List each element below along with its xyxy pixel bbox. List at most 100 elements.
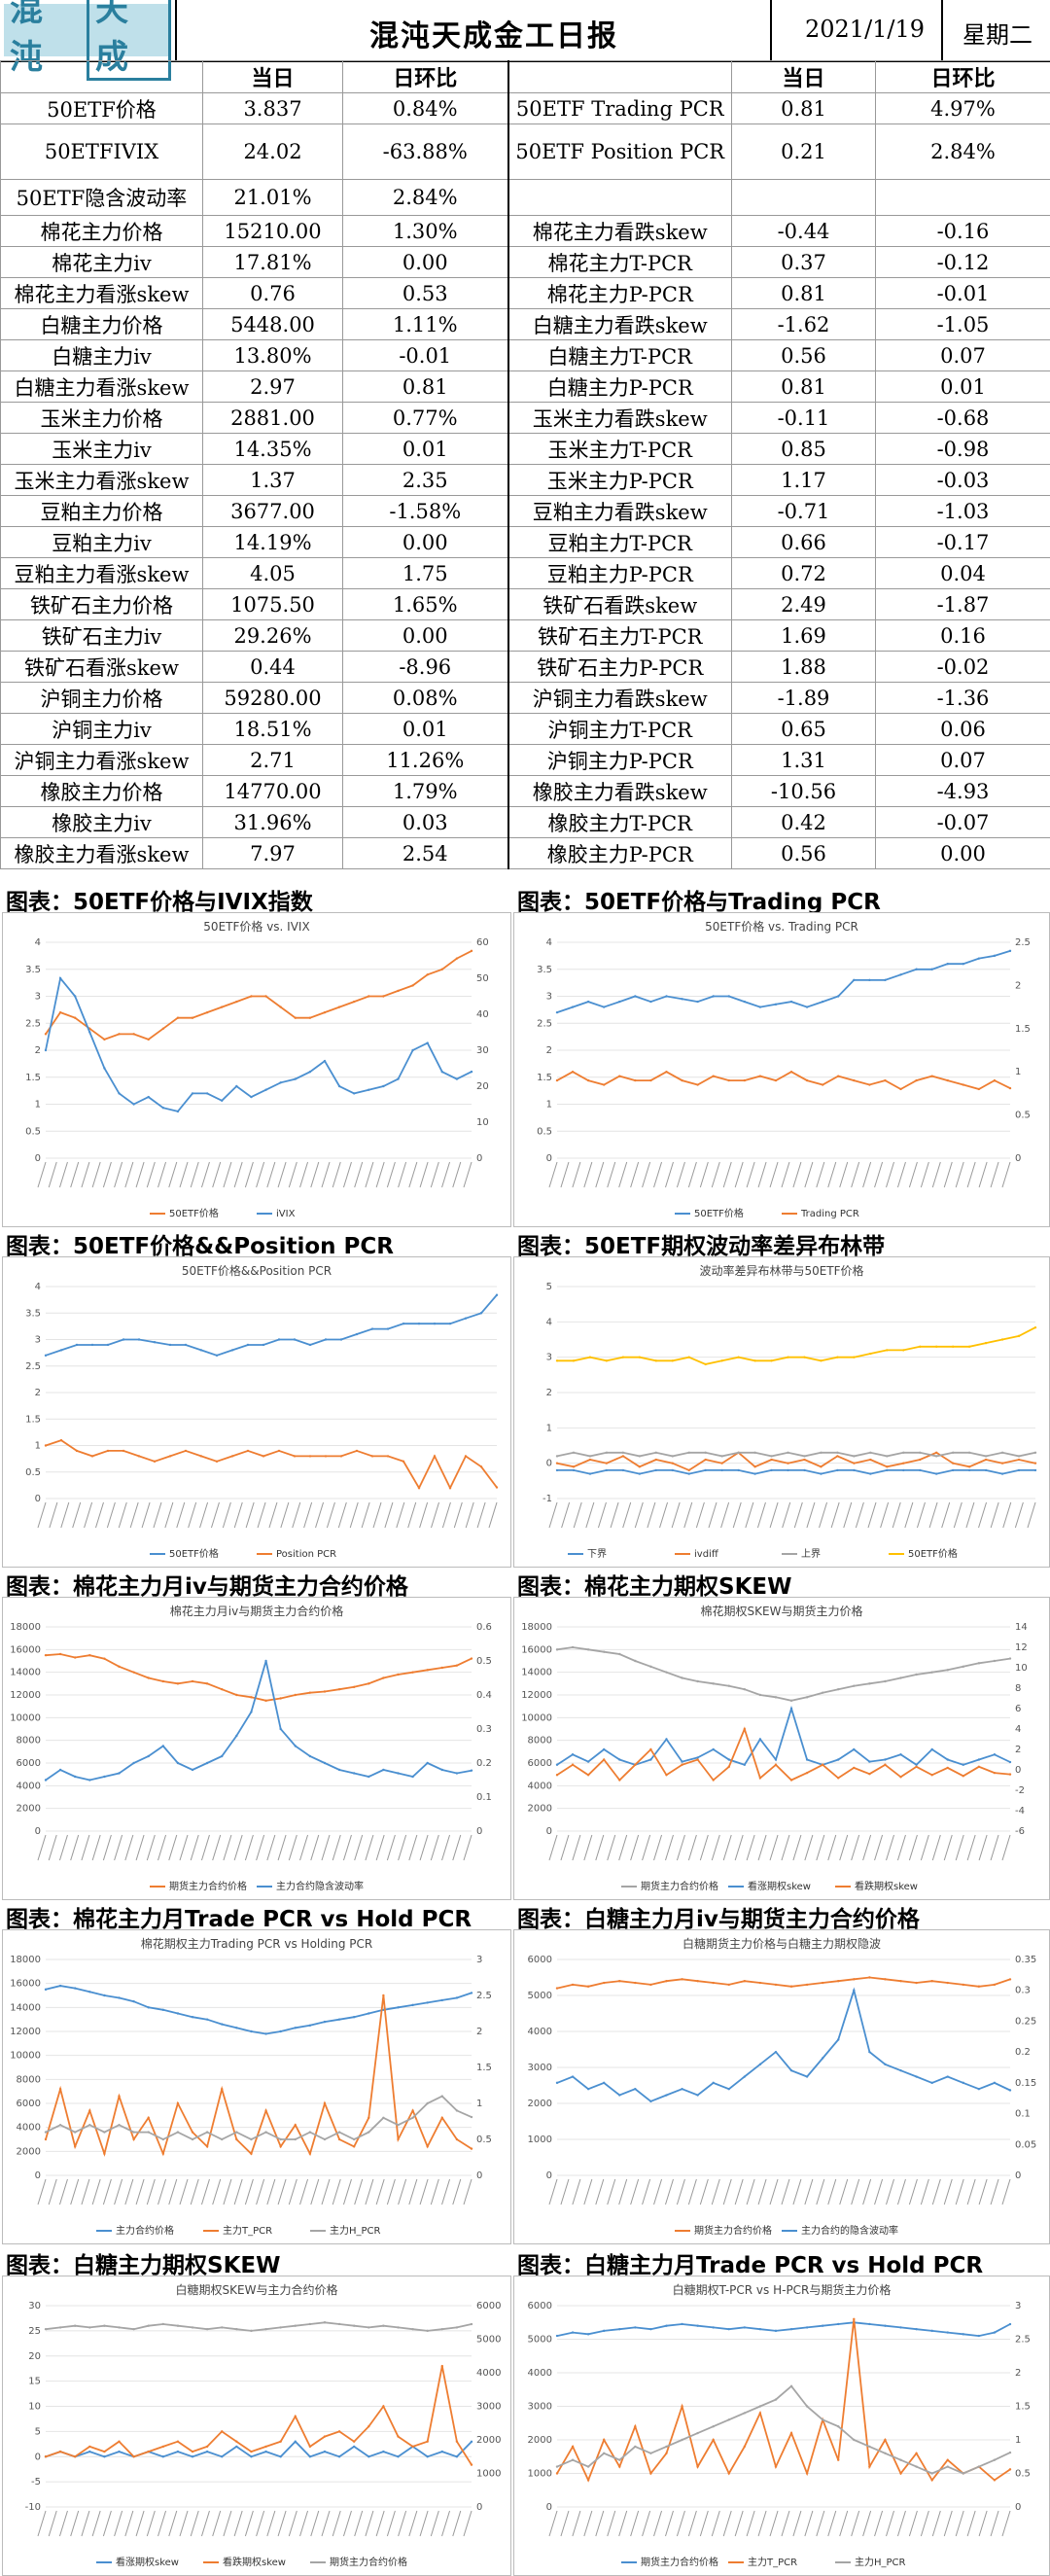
data-point bbox=[712, 1779, 715, 1782]
table-cell: 1.69 bbox=[731, 619, 876, 652]
data-point bbox=[681, 2438, 683, 2442]
table-cell: 玉米主力看涨skew bbox=[0, 464, 203, 496]
data-point bbox=[993, 2331, 997, 2334]
y-tick-label: 16000 bbox=[10, 1979, 41, 1990]
y2-tick-label: 3 bbox=[476, 1955, 482, 1965]
table-cell: 0.81 bbox=[342, 371, 509, 403]
data-point bbox=[868, 2465, 871, 2468]
table-cell: 18.51% bbox=[202, 713, 343, 745]
data-point bbox=[75, 1449, 79, 1453]
data-point bbox=[821, 2057, 824, 2060]
table-cell: 0.06 bbox=[875, 713, 1050, 745]
data-point bbox=[132, 2137, 135, 2141]
data-point bbox=[774, 1696, 778, 1699]
data-point bbox=[132, 1103, 135, 1106]
data-point bbox=[902, 1468, 905, 1472]
data-point bbox=[279, 2145, 282, 2148]
data-point bbox=[323, 2435, 327, 2438]
y-tick-label: 16000 bbox=[521, 1644, 552, 1655]
data-point bbox=[727, 2327, 730, 2331]
data-point bbox=[586, 1648, 590, 1651]
table-row: 50ETF隐含波动率 21.01% 2.84% bbox=[0, 179, 1050, 216]
data-point bbox=[44, 1653, 48, 1657]
data-point bbox=[853, 1766, 856, 1770]
series-line bbox=[556, 1987, 1011, 2102]
data-point bbox=[323, 1059, 327, 1063]
table-cell: 14.19% bbox=[202, 526, 343, 558]
data-point bbox=[821, 2324, 824, 2327]
data-point bbox=[426, 973, 429, 976]
table-cell: 玉米主力T-PCR bbox=[508, 433, 732, 465]
data-point bbox=[671, 1468, 674, 1472]
data-point bbox=[919, 1451, 922, 1454]
data-point bbox=[176, 1110, 180, 1113]
company-logo: 混沌 天成 bbox=[4, 0, 171, 81]
data-point bbox=[654, 1359, 657, 1362]
data-point bbox=[221, 1687, 224, 1691]
data-point bbox=[88, 2445, 91, 2449]
data-point bbox=[930, 968, 933, 970]
table-cell: 棉花主力看涨skew bbox=[0, 277, 203, 309]
y-tick-label: 8000 bbox=[17, 1736, 41, 1747]
chart-1: 50ETF价格 vs. IVIX 0 0.5 1 1.5 2 2.5 3 3.5 4 0 10 20 30… bbox=[2, 912, 511, 1227]
data-point bbox=[586, 1985, 590, 1988]
data-point bbox=[1008, 2451, 1012, 2454]
table-cell: 1.17 bbox=[731, 464, 876, 496]
legend-entry: 主力合约的隐含波动率 bbox=[801, 2224, 898, 2237]
data-point bbox=[696, 2431, 699, 2435]
data-point bbox=[118, 2124, 121, 2127]
table-cell: 1.11% bbox=[342, 308, 509, 340]
data-point bbox=[352, 1092, 356, 1095]
data-point bbox=[634, 1763, 637, 1766]
data-point bbox=[382, 995, 385, 998]
y-tick-label: 1 bbox=[35, 1441, 41, 1452]
data-point bbox=[137, 1455, 141, 1458]
data-point bbox=[264, 2445, 267, 2449]
data-point bbox=[368, 1775, 370, 1779]
data-point bbox=[665, 1671, 668, 1674]
data-point bbox=[417, 1322, 421, 1325]
table-cell: -0.11 bbox=[731, 402, 876, 434]
data-point bbox=[132, 1033, 135, 1036]
section-title: 图表：50ETF期权波动率差异布林带 bbox=[517, 1234, 886, 1259]
data-point bbox=[250, 2152, 253, 2155]
data-point bbox=[951, 1345, 955, 1348]
data-point bbox=[440, 2116, 443, 2119]
data-point bbox=[279, 1081, 282, 1084]
data-point bbox=[634, 1981, 637, 1985]
data-point bbox=[770, 1359, 773, 1362]
data-point bbox=[993, 1753, 997, 1756]
data-point bbox=[470, 2440, 473, 2444]
table-cell: 1.88 bbox=[731, 651, 876, 683]
data-point bbox=[967, 1465, 971, 1468]
y-tick-label: 6000 bbox=[528, 1758, 552, 1769]
y2-tick-label: 1.5 bbox=[1015, 2402, 1031, 2413]
y2-tick-label: 0.6 bbox=[476, 1622, 492, 1633]
data-point bbox=[935, 1455, 938, 1458]
section-title: 图表：棉花主力期权SKEW bbox=[517, 1574, 792, 1600]
data-point bbox=[868, 2050, 871, 2054]
y-tick-label: 6000 bbox=[17, 2099, 41, 2109]
data-point bbox=[161, 2322, 165, 2326]
data-point bbox=[884, 1679, 887, 1683]
data-point bbox=[470, 2147, 473, 2150]
y2-tick-label: 0.3 bbox=[1015, 1986, 1031, 1996]
series-line bbox=[45, 1994, 472, 2157]
table-cell: 14.35% bbox=[202, 433, 343, 465]
data-point bbox=[191, 1092, 194, 1095]
table-row: 豆粕主力iv 14.19% 0.00 豆粕主力T-PCR 0.66 -0.17 bbox=[0, 526, 1050, 558]
data-point bbox=[440, 2327, 443, 2331]
data-point bbox=[397, 2124, 400, 2127]
data-point bbox=[696, 2094, 699, 2097]
data-point bbox=[654, 1458, 657, 1462]
data-point bbox=[88, 1031, 91, 1034]
data-point bbox=[571, 2075, 575, 2078]
data-point bbox=[58, 2124, 62, 2127]
data-point bbox=[132, 1761, 135, 1765]
series-line bbox=[45, 1660, 472, 1782]
data-point bbox=[103, 1067, 106, 1070]
data-point bbox=[74, 2324, 77, 2327]
data-point bbox=[323, 2450, 327, 2453]
data-point bbox=[758, 1777, 762, 1780]
y-tick-label: 2 bbox=[35, 1045, 41, 1056]
